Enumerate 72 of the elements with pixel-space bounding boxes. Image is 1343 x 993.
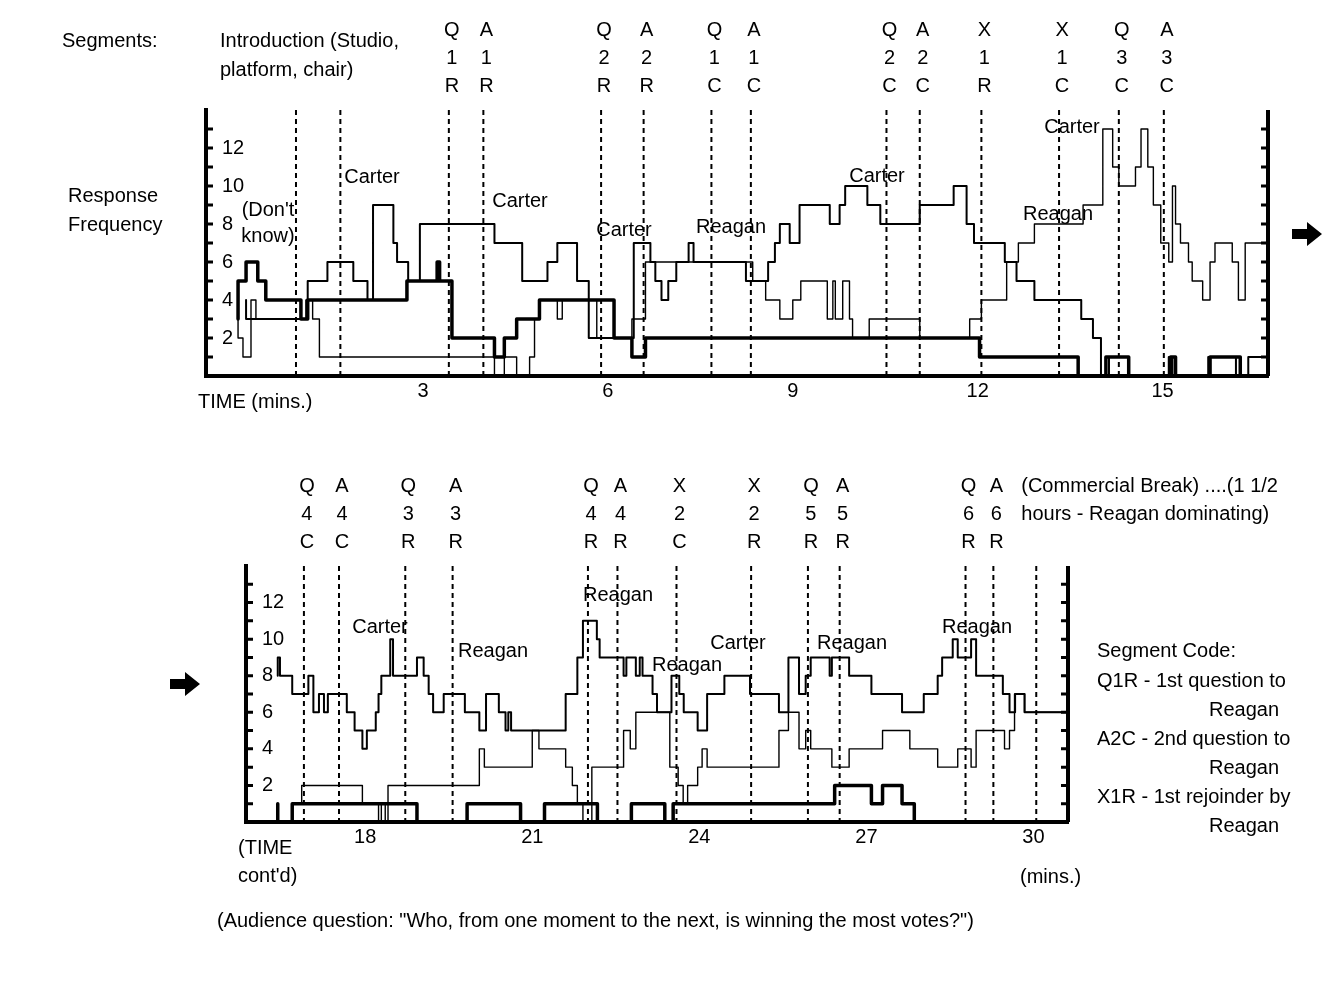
y-axis-title: Response Frequency: [68, 184, 163, 236]
ref-line-label: Q6R: [960, 473, 977, 552]
annotation: Reagan: [457, 638, 529, 663]
text: Q1R - 1st question to Reagan: [1097, 668, 1287, 722]
x-tick-label: 15: [1151, 378, 1174, 401]
ref-line-label: A4C: [334, 473, 350, 552]
x-tick-label: 27: [855, 824, 878, 847]
ref-line-label: Q4C: [299, 473, 315, 552]
annotation: Carter: [344, 164, 400, 189]
ref-line-label: A2C: [915, 17, 931, 96]
ref-line-label: A1R: [479, 17, 494, 96]
x-axis-title: (TIME cont'd): [238, 835, 298, 886]
annotation: Reagan: [816, 630, 888, 655]
ref-line-label: A1C: [746, 17, 762, 96]
x-tick-label: 24: [688, 824, 711, 847]
annotation: Carter: [710, 630, 766, 655]
y-tick-label: 4: [262, 736, 274, 759]
annotation: Carter: [492, 188, 548, 213]
ref-line-label: A2R: [639, 17, 654, 96]
y-tick-label: 2: [222, 325, 234, 348]
y-tick-label: 2: [262, 772, 274, 795]
y-tick-label: 6: [222, 249, 234, 272]
ref-line-label: Q1C: [706, 17, 723, 96]
x-tick-label: 9: [787, 378, 799, 401]
text: X1R - 1st rejoinder by Reagan: [1097, 784, 1292, 838]
annotation: Reagan: [582, 582, 654, 607]
ref-line-label: X1C: [1054, 17, 1070, 96]
annotation: Reagan: [941, 614, 1013, 639]
x-tick-label: 12: [966, 378, 989, 401]
x-tick-label: 6: [602, 378, 614, 401]
x-tick-label: 18: [354, 824, 377, 847]
x-tick-label: 3: [417, 378, 429, 401]
annotation: Carter: [352, 614, 408, 639]
ref-line-label: Q3R: [400, 473, 417, 552]
text: Segments:: [62, 28, 158, 53]
ref-line-label: X2C: [672, 473, 687, 552]
ref-line-label: A6R: [989, 473, 1004, 552]
x-tick-label: 30: [1022, 824, 1045, 847]
text: Introduction (Studio, platform, chair): [220, 28, 400, 82]
y-tick-label: 8: [222, 211, 234, 234]
ref-line-label: X2R: [746, 473, 762, 552]
ref-line-label: Q3C: [1114, 17, 1130, 96]
text: A2C - 2nd question to Reagan: [1097, 726, 1292, 780]
annotation: Reagan: [651, 652, 723, 677]
ref-line-label: Q4R: [583, 473, 599, 552]
ref-line-label: A4R: [613, 473, 628, 552]
text: (Audience question: "Who, from one moment to the next, is winning the most votes?"): [217, 908, 974, 933]
annotation: Carter: [596, 217, 652, 242]
y-tick-label: 10: [222, 173, 245, 196]
y-tick-label: 12: [262, 590, 285, 613]
annotation: Carter: [849, 163, 905, 188]
annotation: Carter: [1044, 114, 1100, 139]
text: (mins.): [1020, 864, 1082, 889]
y-tick-label: 10: [262, 626, 285, 649]
ref-line-label: Q1R: [444, 17, 460, 96]
annotation: (Don't know): [241, 198, 295, 246]
ref-line-label: A3R: [448, 473, 463, 552]
ref-line-label: (Commercial Break) ....(1 1/2 hours - Reagan dominating): [1021, 473, 1278, 524]
text: Segment Code:: [1097, 638, 1236, 663]
x-tick-label: 21: [521, 824, 544, 847]
ref-line-label: Q2R: [596, 17, 612, 96]
y-tick-label: 8: [262, 663, 274, 686]
ref-line-label: A5R: [835, 473, 850, 552]
y-tick-label: 4: [222, 287, 234, 310]
ref-line-label: Q5R: [803, 473, 819, 552]
y-tick-label: 6: [262, 699, 274, 722]
ref-line-label: A3C: [1159, 17, 1175, 96]
y-tick-label: 12: [222, 135, 245, 158]
annotation: Reagan: [695, 214, 767, 239]
x-axis-title: TIME (mins.): [198, 389, 313, 412]
ref-line-label: X1R: [977, 17, 992, 96]
ref-line-label: Q2C: [881, 17, 898, 96]
